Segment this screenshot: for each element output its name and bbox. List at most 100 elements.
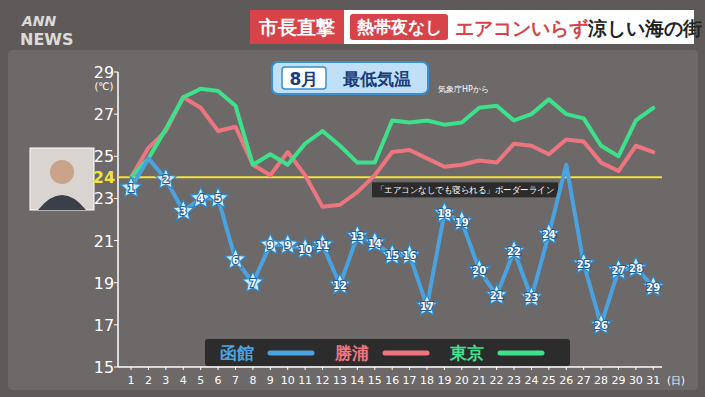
- x-tick: [583, 367, 584, 370]
- star-marker: [538, 223, 559, 243]
- star-label: 1: [128, 183, 135, 194]
- x-tick: [131, 367, 132, 370]
- tag-text: 市長直撃: [258, 16, 335, 38]
- inset-photo: [30, 148, 94, 210]
- x-tick: [235, 367, 236, 370]
- star-label: 11: [316, 240, 330, 251]
- star-marker: [469, 259, 490, 279]
- star-marker: [399, 244, 420, 264]
- y-tick: [114, 114, 118, 115]
- star-marker: [643, 276, 664, 296]
- logo-top: ANN: [21, 13, 57, 29]
- annotation-box: [372, 182, 558, 197]
- x-tick: [339, 367, 340, 370]
- x-tick: [548, 367, 549, 370]
- x-tick: [409, 367, 410, 370]
- x-tick-label: 14: [350, 374, 364, 387]
- x-tick: [426, 367, 427, 370]
- border-line: [118, 176, 662, 178]
- star-label: 15: [385, 250, 399, 261]
- x-tick: [200, 367, 201, 370]
- x-tick: [444, 367, 445, 370]
- y-tick-label: 21: [94, 232, 114, 251]
- star-label: 9: [284, 240, 291, 251]
- star-label: 4: [197, 193, 204, 204]
- star-marker: [242, 272, 263, 292]
- star-label: 16: [403, 250, 417, 261]
- x-axis-label: (日): [667, 375, 685, 386]
- legend-label: 東京: [449, 343, 484, 363]
- x-tick-label: 30: [629, 374, 643, 387]
- star-marker: [329, 274, 350, 294]
- x-tick-label: 4: [180, 374, 187, 387]
- star-marker: [190, 187, 211, 207]
- y-tick: [114, 72, 118, 73]
- legend-swatch: [500, 351, 542, 356]
- logo-bottom: NEWS: [20, 30, 74, 49]
- star-label: 3: [180, 206, 187, 217]
- source: 気象庁HPから: [438, 85, 489, 94]
- x-tick: [287, 367, 288, 370]
- x-tick: [183, 367, 184, 370]
- x-tick-label: 1: [128, 374, 135, 387]
- star-marker: [504, 240, 525, 260]
- star-label: 13: [350, 231, 364, 242]
- panel: [8, 50, 698, 390]
- badge-text: 熱帯夜なし: [356, 17, 442, 37]
- star-marker: [591, 314, 612, 334]
- star-marker: [521, 286, 542, 306]
- x-tick-label: 11: [298, 374, 312, 387]
- x-tick: [374, 367, 375, 370]
- background: [0, 0, 705, 397]
- star-label: 5: [215, 193, 222, 204]
- star-marker: [155, 168, 176, 188]
- star-label: 7: [249, 278, 256, 289]
- x-tick-label: 9: [267, 374, 274, 387]
- star-marker: [573, 253, 594, 273]
- x-tick-label: 13: [333, 374, 347, 387]
- star-label: 2: [162, 174, 169, 185]
- x-tick: [496, 367, 497, 370]
- x-tick: [165, 367, 166, 370]
- x-tick-label: 15: [368, 374, 382, 387]
- x-tick-label: 25: [542, 374, 556, 387]
- star-label: 23: [524, 292, 538, 303]
- star-label: 17: [420, 301, 434, 312]
- y-tick-label: 23: [94, 189, 114, 208]
- x-tick: [479, 367, 480, 370]
- star-marker: [364, 232, 385, 252]
- star-marker: [277, 234, 298, 254]
- x-tick: [218, 367, 219, 370]
- x-tick: [635, 367, 636, 370]
- x-tick: [461, 367, 462, 370]
- x-tick-label: 17: [403, 374, 417, 387]
- border-value: 24: [93, 168, 115, 187]
- x-tick-label: 6: [215, 374, 222, 387]
- star-label: 27: [612, 265, 626, 276]
- legend-swatch: [270, 351, 312, 356]
- x-tick-label: 27: [577, 374, 591, 387]
- y-axis-label: (℃): [94, 81, 113, 92]
- legend: 函館勝浦東京: [205, 339, 570, 366]
- star-label: 20: [472, 265, 486, 276]
- star-marker: [121, 177, 142, 197]
- star-marker: [382, 244, 403, 264]
- x-tick-label: 28: [594, 374, 608, 387]
- x-tick-label: 20: [455, 374, 469, 387]
- x-tick-label: 26: [559, 374, 573, 387]
- x-tick-label: 7: [232, 374, 239, 387]
- series-line: [131, 97, 653, 207]
- x-tick: [305, 367, 306, 370]
- star-marker: [625, 257, 646, 277]
- x-tick: [618, 367, 619, 370]
- x-tick-label: 19: [437, 374, 451, 387]
- x-tick-label: 8: [249, 374, 256, 387]
- y-tick-label: 19: [94, 274, 114, 293]
- x-tick-label: 24: [524, 374, 538, 387]
- star-label: 10: [298, 244, 312, 255]
- star-label: 12: [333, 280, 347, 291]
- x-tick: [514, 367, 515, 370]
- star-marker: [260, 234, 281, 254]
- tag-box: [250, 10, 344, 44]
- x-tick: [566, 367, 567, 370]
